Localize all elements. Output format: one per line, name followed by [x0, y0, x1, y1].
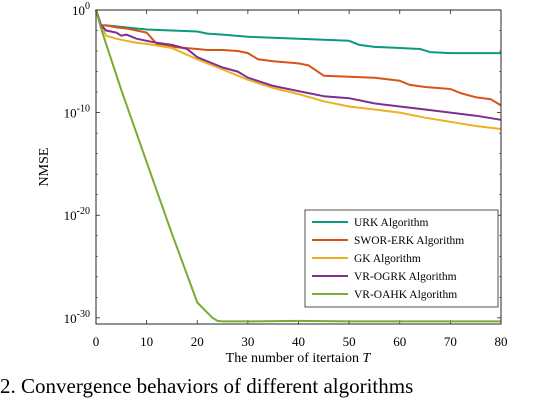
- x-tick-label: 10: [140, 334, 153, 349]
- legend-label: VR-OGRK Algorithm: [354, 271, 457, 283]
- legend-label: GK Algorithm: [354, 253, 421, 265]
- y-tick-label: 10-30: [64, 309, 90, 326]
- y-tick-label: 10-10: [64, 104, 90, 121]
- x-tick-label: 40: [292, 334, 305, 349]
- x-tick-label: 0: [93, 334, 100, 349]
- legend-label: SWOR-ERK Algorithm: [354, 235, 464, 247]
- x-tick-label: 20: [191, 334, 204, 349]
- legend: URK Algorithm SWOR-ERK Algorithm GK Algori…: [304, 209, 499, 308]
- x-tick-label: 50: [343, 334, 356, 349]
- series-line-vr-ogrk-algorithm: [95, 9, 502, 121]
- series-line-vr-oahk-algorithm: [95, 9, 501, 323]
- figure-caption: 2. Convergence behaviors of different al…: [0, 374, 414, 398]
- legend-label: VR-OAHK Algorithm: [354, 289, 457, 301]
- x-axis-label-variable: T: [363, 351, 372, 366]
- series-line-swor-erk-algorithm: [95, 9, 502, 107]
- x-axis-label-text: The number of itertaion: [226, 351, 359, 366]
- tick-labels: 0 10 20 30 40 50 60 70 80 100 10-10 10-20 10-30: [64, 1, 508, 349]
- x-tick-label: 60: [393, 334, 406, 349]
- x-tick-label: 70: [444, 334, 457, 349]
- x-tick-label: 30: [241, 334, 254, 349]
- series-line-gk-algorithm: [95, 9, 502, 130]
- y-axis-label: NMSE: [37, 148, 52, 187]
- plot-frame: [95, 9, 502, 325]
- legend-label: URK Algorithm: [354, 217, 428, 229]
- y-tick-label: 10-20: [64, 206, 90, 223]
- series-lines: [95, 9, 502, 323]
- x-axis-label: The number of itertaion T: [226, 351, 372, 366]
- y-tick-label: 100: [72, 1, 90, 18]
- x-tick-label: 80: [495, 334, 508, 349]
- series-line-urk-algorithm: [95, 9, 501, 55]
